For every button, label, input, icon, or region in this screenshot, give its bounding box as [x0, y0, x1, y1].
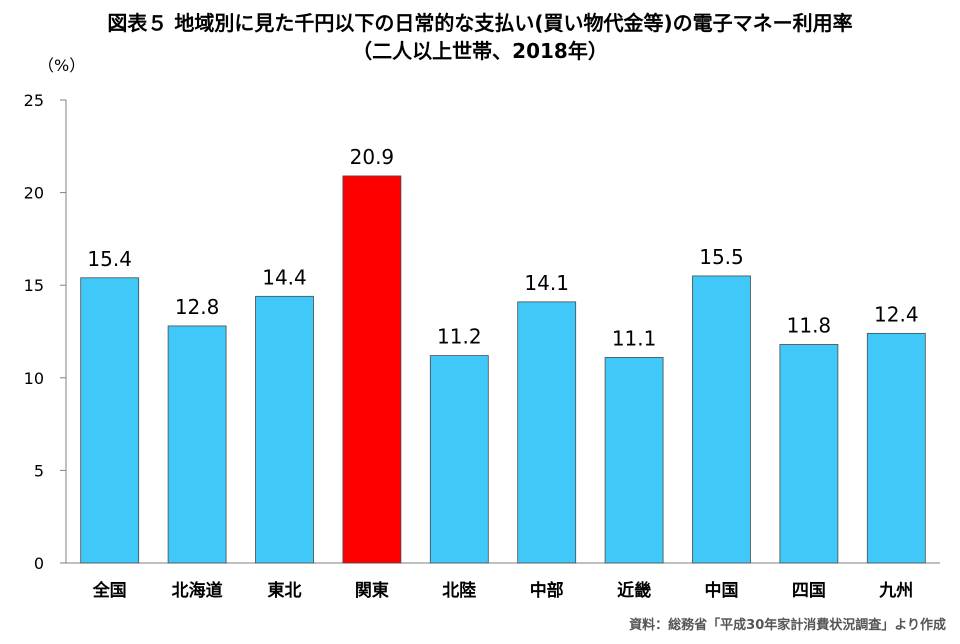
chart-subtitle: （二人以上世帯、2018年） [352, 39, 608, 63]
x-tick-label: 関東 [355, 580, 389, 601]
y-tick-label: 25 [24, 91, 44, 110]
data-label: 20.9 [350, 145, 395, 169]
y-tick-label: 20 [24, 184, 44, 203]
bar [80, 277, 140, 564]
x-tick-label: 四国 [792, 581, 826, 601]
data-label: 11.1 [612, 326, 657, 350]
data-label: 14.1 [524, 271, 569, 295]
bar [167, 325, 227, 564]
x-tick-label: 九州 [878, 581, 913, 601]
data-label: 14.4 [262, 265, 307, 289]
bar [604, 357, 664, 564]
y-tick-label: 5 [34, 461, 44, 480]
y-axis-unit: （%） [38, 56, 86, 75]
data-label: 12.4 [874, 302, 919, 326]
x-tick-label: 近畿 [617, 580, 651, 601]
bar [517, 301, 577, 564]
bar [779, 344, 839, 564]
bar [429, 355, 489, 564]
x-tick-label: 北陸 [442, 580, 476, 601]
y-tick-label: 0 [34, 554, 44, 573]
bar [692, 275, 751, 564]
bar [866, 332, 926, 564]
bar [255, 295, 314, 564]
x-tick-label: 中国 [705, 580, 739, 601]
x-tick-label: 中部 [530, 580, 564, 601]
y-tick-label: 15 [24, 276, 44, 295]
bar [342, 175, 402, 564]
x-tick-label: 全国 [92, 580, 127, 601]
y-tick-label: 10 [24, 369, 44, 388]
data-label: 12.8 [175, 295, 220, 319]
chart-title: 図表５ 地域別に見た千円以下の日常的な支払い(買い物代金等)の電子マネー利用率 [107, 11, 853, 35]
data-label: 15.5 [699, 245, 744, 269]
data-label: 11.2 [437, 325, 482, 349]
source-note: 資料：総務省「平成30年家計消費状況調査」より作成 [629, 618, 946, 633]
x-tick-label: 東北 [268, 580, 302, 601]
data-label: 15.4 [87, 247, 132, 271]
data-label: 11.8 [787, 313, 832, 337]
x-tick-label: 北海道 [172, 580, 223, 601]
